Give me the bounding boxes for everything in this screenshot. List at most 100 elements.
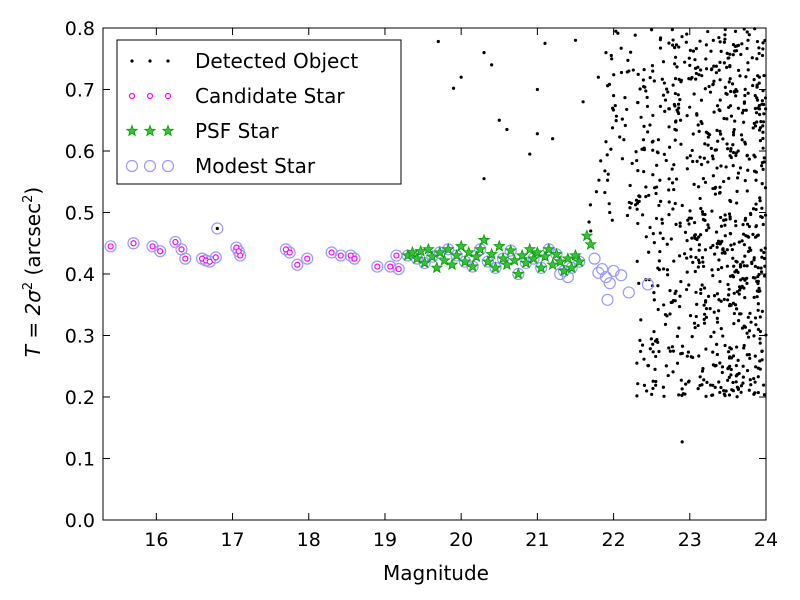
data-point xyxy=(673,62,677,66)
data-point xyxy=(723,85,727,89)
data-point xyxy=(637,281,641,285)
data-point xyxy=(612,73,616,77)
data-point xyxy=(725,248,729,252)
data-point xyxy=(736,106,740,110)
data-point xyxy=(745,222,750,226)
data-point xyxy=(701,212,705,216)
data-point xyxy=(670,345,675,349)
data-point xyxy=(608,210,612,215)
data-point xyxy=(742,346,746,350)
data-point xyxy=(762,73,766,78)
data-point xyxy=(670,28,674,32)
data-point xyxy=(654,216,659,221)
data-point xyxy=(678,98,682,102)
data-point xyxy=(665,242,669,246)
data-point xyxy=(466,259,479,273)
data-point xyxy=(676,110,680,114)
legend-label-detected-object: Detected Object xyxy=(195,49,358,73)
data-point xyxy=(712,310,716,314)
data-point xyxy=(348,252,361,265)
data-point xyxy=(700,74,704,78)
data-point xyxy=(709,49,713,53)
data-point xyxy=(704,394,708,399)
data-point xyxy=(723,394,727,398)
data-point xyxy=(690,236,694,240)
data-point xyxy=(707,226,711,230)
data-point xyxy=(702,317,706,321)
data-point xyxy=(747,329,752,333)
data-point xyxy=(648,225,652,230)
data-point xyxy=(605,153,609,157)
data-point xyxy=(722,297,726,302)
data-point xyxy=(757,81,761,85)
data-point xyxy=(727,212,732,216)
data-point xyxy=(760,182,764,186)
data-point xyxy=(761,124,765,128)
data-point xyxy=(746,168,750,172)
data-point xyxy=(746,68,750,72)
data-point xyxy=(712,294,717,298)
data-point xyxy=(283,246,296,259)
data-point xyxy=(638,194,642,199)
data-point xyxy=(691,159,695,164)
data-point xyxy=(694,255,698,260)
data-point xyxy=(734,151,738,155)
data-point xyxy=(696,265,700,269)
data-point xyxy=(677,254,682,258)
data-point xyxy=(644,235,648,239)
data-point xyxy=(752,78,756,82)
data-point xyxy=(685,167,689,171)
data-point xyxy=(179,252,192,265)
y-tick-label: 0.4 xyxy=(65,264,95,286)
data-point xyxy=(673,77,678,81)
data-point xyxy=(695,113,699,117)
data-point xyxy=(451,86,456,90)
data-point xyxy=(754,207,758,212)
data-point xyxy=(751,276,756,280)
data-point xyxy=(700,210,705,214)
data-point xyxy=(697,73,701,77)
data-point xyxy=(684,382,688,386)
data-point xyxy=(758,315,762,319)
data-point xyxy=(717,241,722,245)
data-point xyxy=(702,312,707,316)
data-point xyxy=(651,232,655,236)
data-point xyxy=(758,289,762,293)
data-point xyxy=(752,334,756,338)
data-point xyxy=(700,383,704,387)
y-tick-label: 0.8 xyxy=(65,18,95,40)
data-point xyxy=(675,361,680,365)
data-point xyxy=(743,179,747,183)
data-point xyxy=(689,255,693,259)
data-point xyxy=(757,46,761,50)
data-point xyxy=(654,383,658,387)
data-point xyxy=(692,92,696,96)
data-point xyxy=(652,330,656,334)
data-point xyxy=(650,64,655,68)
data-point xyxy=(756,327,760,331)
data-point xyxy=(693,66,698,70)
data-point xyxy=(722,116,726,121)
y-axis-title-prefix: T = 2σ xyxy=(21,289,45,357)
data-point xyxy=(546,258,559,271)
data-point xyxy=(406,245,419,258)
data-point xyxy=(693,220,697,225)
data-point xyxy=(661,385,665,389)
data-point xyxy=(496,251,510,264)
data-point xyxy=(393,252,400,259)
data-point xyxy=(651,379,655,383)
data-point xyxy=(674,177,679,181)
data-point xyxy=(644,185,648,189)
data-point xyxy=(686,380,691,384)
data-point xyxy=(737,68,741,72)
data-point xyxy=(748,311,752,315)
data-point xyxy=(746,315,750,319)
data-point xyxy=(662,394,666,398)
data-point xyxy=(334,249,347,262)
data-point xyxy=(635,159,639,163)
data-point xyxy=(719,164,723,168)
data-point xyxy=(685,32,689,36)
data-point xyxy=(761,47,765,51)
data-point xyxy=(756,390,760,395)
data-point xyxy=(713,252,717,256)
